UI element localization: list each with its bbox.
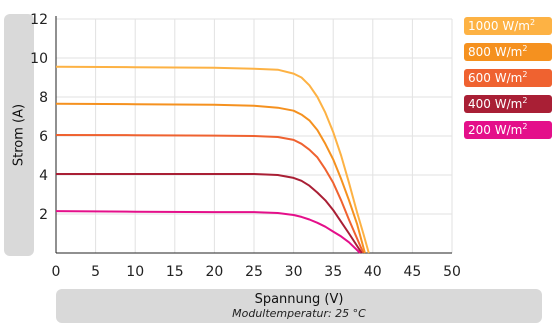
x-tick-label-3: 15 <box>166 264 184 280</box>
legend-label-3: 400 W/m <box>468 97 523 111</box>
x-tick-label-8: 40 <box>364 264 382 280</box>
legend-item-2: 600 W/m2 <box>464 69 552 87</box>
legend: 1000 W/m2 800 W/m2 600 W/m2 400 W/m2 200 W/m… <box>464 17 552 147</box>
x-tick-label-4: 20 <box>205 264 223 280</box>
series-line-3 <box>56 173 363 254</box>
series-line-0 <box>55 65 370 254</box>
iv-curve-chart: 0 5 10 15 20 25 30 35 40 45 50 2 4 6 8 10 12 <box>30 12 461 280</box>
y-axis-label-box <box>4 14 34 256</box>
legend-superscript-2: 2 <box>522 70 528 79</box>
x-axis-subtitle: Modultemperatur: 25 °C <box>232 307 366 320</box>
legend-superscript-4: 2 <box>522 122 528 131</box>
x-axis-label: Spannung (V) <box>254 292 344 307</box>
y-tick-label-4: 10 <box>30 51 48 67</box>
x-tick-label-7: 35 <box>324 264 342 280</box>
x-tick-label-2: 10 <box>126 264 144 280</box>
legend-superscript-0: 2 <box>529 18 536 27</box>
legend-label-1: 800 W/m <box>468 45 523 59</box>
legend-superscript-3: 2 <box>522 96 528 105</box>
x-tick-label-10: 50 <box>443 264 461 280</box>
legend-label-4: 200 W/m <box>468 123 523 137</box>
x-tick-label-6: 30 <box>285 264 303 280</box>
legend-label-2: 600 W/m <box>468 71 523 85</box>
y-tick-label-2: 6 <box>39 129 48 145</box>
x-tick-label-5: 25 <box>245 264 263 280</box>
series-line-2 <box>55 134 365 254</box>
y-tick-label-0: 2 <box>39 207 48 223</box>
series-line-4 <box>55 210 361 254</box>
x-tick-label-9: 45 <box>403 264 421 280</box>
legend-item-1: 800 W/m2 <box>464 43 552 61</box>
x-axis-label-box: Spannung (V) Modultemperatur: 25 °C <box>56 289 542 323</box>
y-tick-label-1: 4 <box>39 168 48 184</box>
series-line-1 <box>55 102 366 254</box>
legend-superscript-1: 2 <box>522 44 528 53</box>
x-tick-label-1: 5 <box>91 264 100 280</box>
y-tick-label-3: 8 <box>39 90 48 106</box>
legend-label-0: 1000 W/m <box>468 19 530 33</box>
y-tick-label-5: 12 <box>30 12 48 28</box>
legend-item-0: 1000 W/m2 <box>464 17 552 35</box>
legend-item-4: 200 W/m2 <box>464 121 552 139</box>
legend-item-3: 400 W/m2 <box>464 95 552 113</box>
x-tick-label-0: 0 <box>52 264 61 280</box>
